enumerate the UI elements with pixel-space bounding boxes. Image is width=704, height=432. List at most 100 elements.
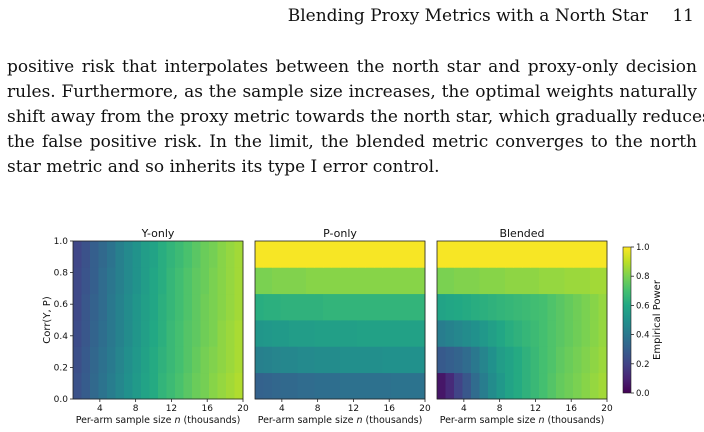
heatmap-cell (564, 372, 574, 400)
heatmap-cell (289, 241, 298, 268)
x-tick-label: 16 (565, 404, 577, 414)
heatmap-cell (348, 320, 358, 347)
heatmap-cell (323, 241, 332, 268)
heatmap-cell (107, 267, 116, 295)
heatmap-cell (272, 241, 281, 268)
heatmap-cell (445, 267, 455, 295)
heatmap-cell (547, 267, 557, 295)
running-title: Blending Proxy Metrics with a North Star (287, 6, 648, 26)
panel-frame (254, 240, 426, 400)
heatmap-cell (539, 320, 548, 347)
heatmap-cell (374, 372, 383, 400)
heatmap-cell (437, 346, 446, 374)
heatmap-cell (399, 346, 409, 374)
heatmap-cell (522, 346, 531, 374)
y-tick-label: 0.8 (54, 269, 69, 279)
heatmap-cell (505, 241, 514, 268)
heatmap-cell (263, 267, 273, 295)
heatmap-cell (530, 346, 540, 374)
heatmap-cell (149, 320, 159, 347)
heatmap-cell (306, 293, 315, 321)
colorbar-tick-label: 0.0 (636, 389, 650, 399)
heatmap-cell (314, 267, 324, 295)
heatmap-cell (539, 267, 548, 295)
x-tick-label: 16 (201, 404, 213, 414)
heatmap-cell (365, 293, 375, 321)
heatmap-cell (505, 293, 514, 321)
heatmap-cell (416, 346, 426, 374)
heatmap-cell (149, 293, 159, 321)
heatmap-cell (391, 241, 400, 268)
colorbar-tick-label: 1.0 (636, 243, 650, 253)
heatmap-cell (132, 372, 142, 400)
heatmap-cell (132, 293, 142, 321)
heatmap-cell (348, 267, 358, 295)
heatmap-cell (391, 267, 400, 295)
heatmap-cell (234, 320, 244, 347)
heatmap-cell (226, 372, 235, 400)
heatmap-cell (539, 293, 548, 321)
heatmap-cell (323, 372, 332, 400)
heatmap-cell (445, 320, 455, 347)
heatmap-cell (158, 267, 167, 295)
heatmap-cell (530, 293, 540, 321)
y-tick-label: 0.2 (54, 363, 68, 373)
heatmap-cell (416, 372, 426, 400)
heatmap-cell (547, 372, 557, 400)
heatmap-cell (445, 241, 455, 268)
heatmap-cell (314, 320, 324, 347)
heatmap-cell (530, 372, 540, 400)
heatmap-cell (124, 372, 133, 400)
heatmap-cell (437, 372, 446, 400)
heatmap-cell (107, 320, 116, 347)
x-tick-label: 12 (348, 404, 359, 414)
heatmap-cell (263, 320, 273, 347)
heatmap-cell (408, 267, 417, 295)
heatmap-cell (81, 241, 91, 268)
heatmap-cell (175, 293, 184, 321)
heatmap-cell (331, 241, 341, 268)
heatmap-cell (107, 241, 116, 268)
heatmap-cell (124, 293, 133, 321)
heatmap-cell (124, 320, 133, 347)
heatmap-cell (496, 372, 506, 400)
paragraph-line: rules. Furthermore, as the sample size i… (7, 82, 697, 102)
heatmap-cell (158, 293, 167, 321)
heatmap-cell (234, 293, 244, 321)
heatmap-cell (73, 346, 82, 374)
heatmap-cell (496, 346, 506, 374)
heatmap-cell (183, 293, 193, 321)
heatmap-cell (175, 267, 184, 295)
heatmap-cell (217, 346, 227, 374)
heatmap-cell (141, 267, 150, 295)
heatmap-cell (556, 267, 565, 295)
heatmap-cell (98, 372, 108, 400)
x-tick-label: 4 (279, 404, 285, 414)
page-number: 11 (672, 6, 694, 26)
heatmap-cell (141, 372, 150, 400)
heatmap-cell (175, 372, 184, 400)
heatmap-cell (581, 372, 591, 400)
y-axis-label: Corr(Y, P) (42, 296, 53, 344)
heatmap-cell (98, 267, 108, 295)
heatmap-cell (90, 241, 99, 268)
heatmap-cell (416, 241, 426, 268)
heatmap-cell (399, 372, 409, 400)
heatmap-cell (90, 372, 99, 400)
heatmap-cell (132, 320, 142, 347)
heatmap-cell (107, 346, 116, 374)
heatmap-cell (331, 346, 341, 374)
heatmap-cell (496, 293, 506, 321)
heatmap-cell (141, 346, 150, 374)
heatmap-cell (437, 267, 446, 295)
heatmap-cell (357, 346, 366, 374)
heatmap-cell (166, 267, 176, 295)
heatmap-cell (234, 346, 244, 374)
heatmap-cell (365, 372, 375, 400)
heatmap-cell (357, 241, 366, 268)
heatmap-cell (564, 346, 574, 374)
heatmap-cell (522, 241, 531, 268)
heatmap-cell (454, 267, 463, 295)
heatmap-cell (462, 320, 472, 347)
heatmap-cell (462, 293, 472, 321)
